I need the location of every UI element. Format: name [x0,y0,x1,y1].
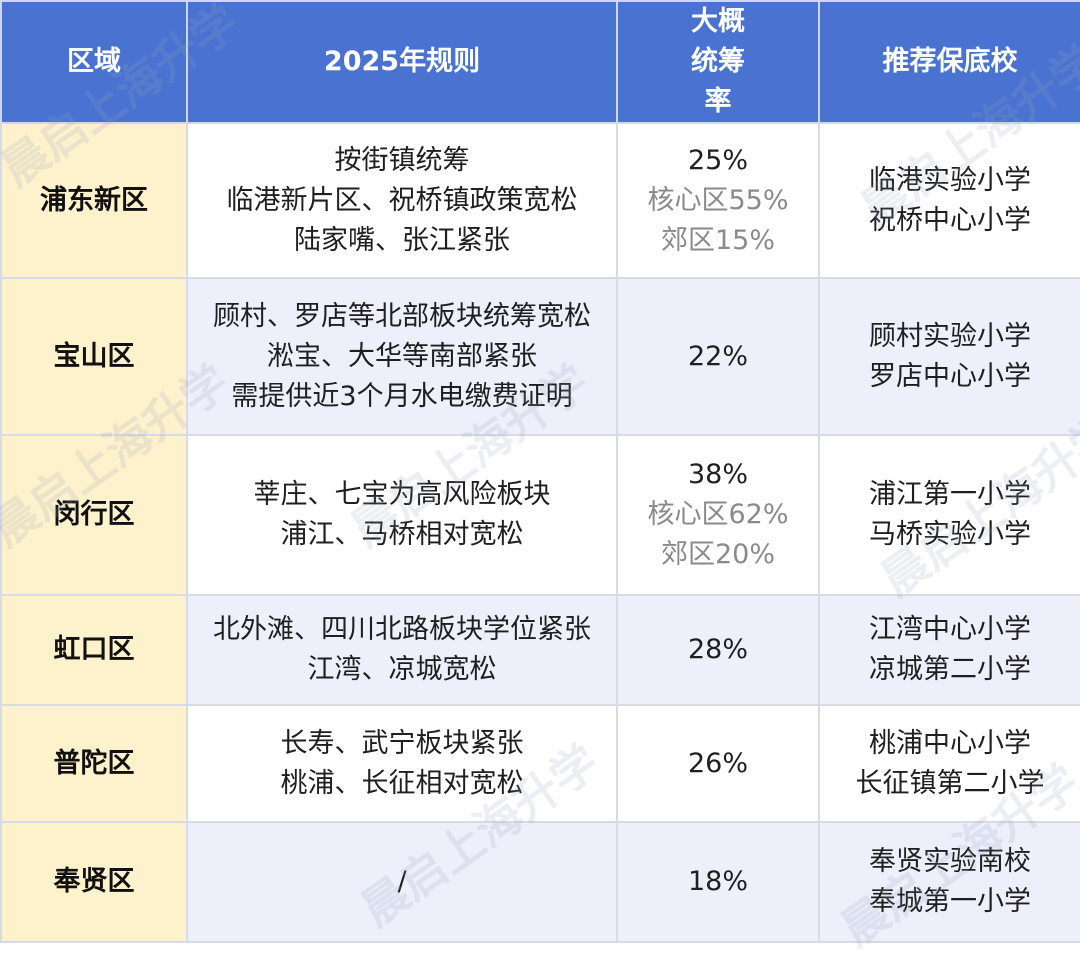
table-row: 普陀区 长寿、武宁板块紧张 桃浦、长征相对宽松 26% 桃浦中心小学 长征镇第二小学 [0,704,1080,823]
rate-value: 25% [687,144,748,176]
rate-cell: 38% 核心区62% 郊区20% [616,434,820,596]
school-name: 浦江第一小学 [869,479,1031,510]
school-name: 顾村实验小学 [869,320,1031,352]
rules-cell: 长寿、武宁板块紧张 桃浦、长征相对宽松 [186,704,618,823]
rules-cell: 按街镇统筹临港新片区、祝桥镇政策宽松 陆家嘴、张江紧张 [186,122,618,279]
rule-line: 淞宝、大华等南部紧张 [267,340,537,372]
header-schools: 推荐保底校 [818,0,1080,124]
rule-line: 桃浦、长征相对宽松 [280,767,524,799]
school-name: 凉城第二小学 [869,654,1031,685]
rate-value: 26% [687,747,748,779]
header-rate: 大概统筹率 [616,0,820,124]
rate-cell: 22% [616,277,820,436]
rules-cell: / [186,821,618,943]
rule-line: 江湾、凉城宽松 [307,654,497,685]
rule-line: 莘庄、七宝为高风险板块 [253,479,551,510]
rate-value: 28% [687,634,748,665]
district-cell: 奉贤区 [0,821,188,943]
rate-value: 18% [687,866,748,897]
rate-cell: 28% [616,594,820,706]
table-row: 浦东新区 按街镇统筹 临港新片区、祝桥镇政策宽松 陆家嘴、张江紧张 25% 核心区55% 郊… [0,122,1080,279]
school-name: 临港实验小学 [869,164,1031,196]
schools-cell: 浦江第一小学 马桥实验小学 [818,434,1080,596]
table-row: 闵行区 莘庄、七宝为高风险板块 浦江、马桥相对宽松 38% 核心区62% 郊区20% 浦江第… [0,434,1080,596]
table-row: 虹口区 北外滩、四川北路板块学位紧张 江湾、凉城宽松 28% 江湾中心小学 凉城第二小学 [0,594,1080,706]
rate-cell: 26% [616,704,820,823]
rate-sub-value: 核心区62% [647,499,789,530]
rule-line: 陆家嘴、张江紧张 [294,224,510,256]
school-name: 祝桥中心小学 [869,204,1031,236]
school-name: 奉贤实验南校 [869,846,1031,877]
school-name: 长征镇第二小学 [855,767,1045,799]
school-name: 奉城第一小学 [869,886,1031,917]
schools-cell: 奉贤实验南校 奉城第一小学 [818,821,1080,943]
rate-cell: 25% 核心区55% 郊区15% [616,122,820,279]
schools-cell: 桃浦中心小学 长征镇第二小学 [818,704,1080,823]
rule-line: 临港新片区、祝桥镇政策宽松 [226,184,578,216]
rule-line: 按街镇统筹 [334,144,470,176]
rate-sub-value: 郊区15% [660,224,775,256]
school-name: 罗店中心小学 [869,360,1031,392]
rules-cell: 莘庄、七宝为高风险板块 浦江、马桥相对宽松 [186,434,618,596]
district-cell: 闵行区 [0,434,188,596]
rule-line: 顾村、罗店等北部板块统筹宽松 [213,300,591,332]
rate-value: 38% [687,459,748,490]
rule-line: / [397,866,407,897]
table-row: 奉贤区 / 18% 奉贤实验南校 奉城第一小学 [0,821,1080,943]
table-row: 宝山区 顾村、罗店等北部板块统筹宽松 淞宝、大华等南部紧张需提供近3个月水电缴费证明… [0,277,1080,436]
schools-cell: 江湾中心小学 凉城第二小学 [818,594,1080,706]
rate-sub-value: 核心区55% [647,184,789,216]
school-name: 桃浦中心小学 [869,727,1031,759]
rate-value: 22% [687,340,748,372]
rate-sub-value: 郊区20% [660,539,775,570]
rules-cell: 顾村、罗店等北部板块统筹宽松 淞宝、大华等南部紧张需提供近3个月水电缴费证明 [186,277,618,436]
schools-cell: 临港实验小学 祝桥中心小学 [818,122,1080,279]
header-rules: 2025年规则 [186,0,618,124]
rule-line: 需提供近3个月水电缴费证明 [231,380,573,412]
district-cell: 虹口区 [0,594,188,706]
rate-cell: 18% [616,821,820,943]
rules-cell: 北外滩、四川北路板块学位紧张 江湾、凉城宽松 [186,594,618,706]
header-row: 区域 2025年规则 大概统筹率 推荐保底校 [0,0,1080,124]
district-cell: 浦东新区 [0,122,188,279]
header-district: 区域 [0,0,188,124]
school-name: 马桥实验小学 [869,519,1031,550]
district-cell: 宝山区 [0,277,188,436]
rule-line: 浦江、马桥相对宽松 [280,519,524,550]
district-cell: 普陀区 [0,704,188,823]
school-name: 江湾中心小学 [869,614,1031,645]
schools-cell: 顾村实验小学 罗店中心小学 [818,277,1080,436]
rule-line: 北外滩、四川北路板块学位紧张 [213,614,591,645]
rule-line: 长寿、武宁板块紧张 [280,727,524,759]
